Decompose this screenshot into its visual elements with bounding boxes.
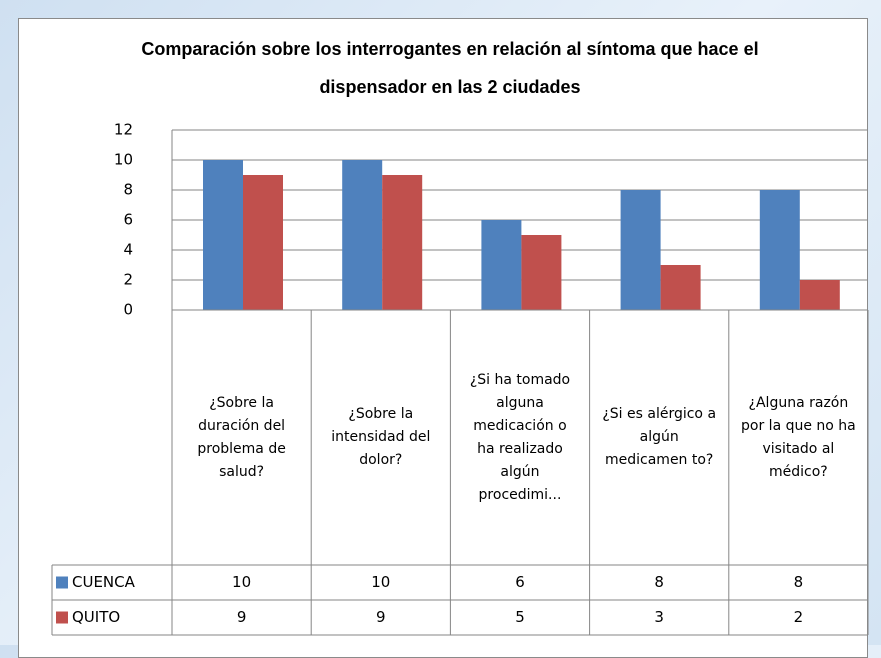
category-label: ¿Sobre la intensidad del dolor? <box>331 406 431 468</box>
bar <box>203 160 243 310</box>
bar <box>759 190 800 310</box>
table-value: 8 <box>793 573 804 591</box>
legend-swatch <box>56 611 68 624</box>
bar <box>481 220 522 310</box>
table-value: 9 <box>376 608 386 626</box>
bar <box>620 190 661 310</box>
y-tick-label: 8 <box>123 181 133 199</box>
chart-title: Comparación sobre los interrogantes en r… <box>141 39 759 97</box>
legend-label: QUITO <box>72 608 120 626</box>
y-tick-label: 2 <box>123 271 133 289</box>
table-value: 10 <box>232 573 252 591</box>
bar <box>243 175 283 310</box>
bar <box>660 265 701 310</box>
y-tick-label: 6 <box>123 211 133 229</box>
y-tick-label: 4 <box>123 241 133 259</box>
legend-label: CUENCA <box>72 573 136 591</box>
table-value: 6 <box>515 573 525 591</box>
y-tick-label: 0 <box>123 301 133 319</box>
table-value: 2 <box>793 608 804 626</box>
category-label: ¿Sobre la duración del problema de salud… <box>197 394 286 480</box>
table-value: 9 <box>236 608 247 626</box>
bar <box>382 175 423 310</box>
bar <box>342 160 383 310</box>
category-label: ¿Alguna razón por la que no ha visitado … <box>741 394 856 480</box>
legend-swatch <box>56 576 68 589</box>
category-label: ¿Si ha tomado alguna medicación o ha rea… <box>469 371 571 503</box>
table-value: 8 <box>654 573 664 591</box>
chart-area <box>18 18 868 658</box>
bar <box>521 235 562 310</box>
table-value: 3 <box>654 608 664 626</box>
category-label: ¿Si es alérgico a algún medicamen to? <box>602 406 717 468</box>
y-tick-label: 12 <box>114 121 133 139</box>
table-value: 10 <box>371 573 391 591</box>
y-tick-label: 10 <box>114 151 133 169</box>
bar <box>799 280 840 310</box>
table-value: 5 <box>515 608 525 626</box>
